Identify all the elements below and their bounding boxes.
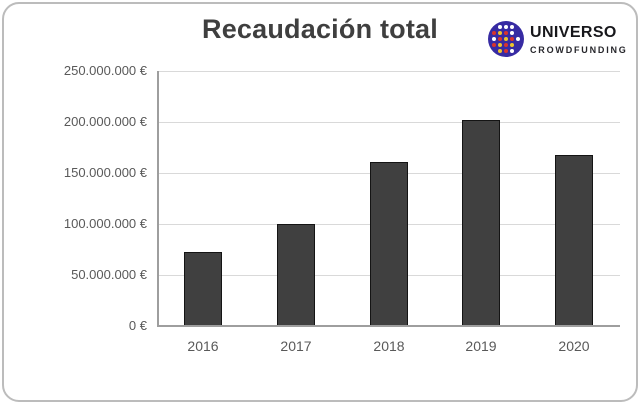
x-tick-label-2018: 2018 (373, 338, 405, 354)
logo-dot (516, 25, 520, 29)
x-axis-line (157, 325, 620, 327)
logo-dot (498, 31, 502, 35)
logo-dot (510, 49, 514, 53)
logo-dot (498, 43, 502, 47)
y-tick-label: 250.000.000 € (63, 63, 147, 78)
logo-dot (504, 25, 508, 29)
x-tick-label-2019: 2019 (465, 338, 497, 354)
y-tick-label: 200.000.000 € (63, 114, 147, 129)
plot-area (157, 71, 620, 327)
brand-subtitle: CROWDFUNDING (530, 45, 628, 55)
logo-dot-grid (492, 25, 520, 53)
logo-dot (516, 49, 520, 53)
universo-logo-icon (488, 21, 524, 57)
logo-dot (492, 43, 496, 47)
y-axis-line (157, 71, 159, 326)
logo-dot (492, 37, 496, 41)
bar-2018 (370, 162, 408, 325)
gridline (157, 71, 620, 72)
y-tick-label: 150.000.000 € (63, 165, 147, 180)
logo-dot (516, 43, 520, 47)
gridline (157, 122, 620, 123)
logo-dot (498, 25, 502, 29)
logo-dot (498, 49, 502, 53)
y-tick-label: 0 € (128, 318, 147, 333)
logo-dot (504, 37, 508, 41)
y-tick-label: 100.000.000 € (63, 216, 147, 231)
bar-2016 (184, 252, 222, 325)
y-tick-label: 50.000.000 € (71, 267, 147, 282)
bar-2017 (277, 224, 315, 325)
chart-title: Recaudación total (202, 14, 438, 44)
bar-2020 (555, 155, 593, 325)
x-tick-label-2017: 2017 (280, 338, 312, 354)
x-tick-label-2020: 2020 (558, 338, 590, 354)
logo-dot (492, 31, 496, 35)
logo-dot (510, 43, 514, 47)
logo-dot (510, 31, 514, 35)
logo-dot (504, 31, 508, 35)
logo-dot (516, 31, 520, 35)
logo-dot (510, 37, 514, 41)
logo-dot (504, 49, 508, 53)
logo-dot (510, 25, 514, 29)
logo-dot (492, 49, 496, 53)
logo-dot (492, 25, 496, 29)
logo-dot (498, 37, 502, 41)
bar-2019 (462, 120, 500, 325)
x-tick-label-2016: 2016 (187, 338, 219, 354)
brand-name: UNIVERSO (530, 24, 617, 41)
logo-dot (516, 37, 520, 41)
logo-dot (504, 43, 508, 47)
